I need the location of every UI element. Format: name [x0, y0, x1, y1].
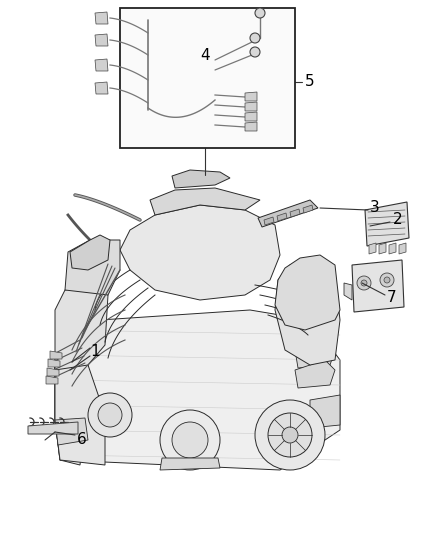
- Bar: [120, 8, 295, 148]
- Polygon shape: [295, 320, 335, 348]
- Polygon shape: [95, 82, 108, 94]
- Polygon shape: [55, 418, 88, 445]
- Circle shape: [88, 393, 132, 437]
- Polygon shape: [55, 285, 108, 370]
- Polygon shape: [55, 310, 340, 470]
- Text: 6: 6: [77, 432, 87, 448]
- Polygon shape: [245, 102, 257, 111]
- Circle shape: [98, 403, 122, 427]
- Text: 3: 3: [370, 200, 380, 215]
- Polygon shape: [365, 202, 409, 246]
- Circle shape: [384, 277, 390, 283]
- Polygon shape: [310, 395, 340, 428]
- Polygon shape: [50, 351, 62, 359]
- Circle shape: [361, 280, 367, 286]
- Circle shape: [380, 273, 394, 287]
- Text: 2: 2: [393, 213, 403, 228]
- Polygon shape: [277, 213, 287, 221]
- Polygon shape: [245, 112, 257, 121]
- Polygon shape: [48, 359, 60, 367]
- Polygon shape: [303, 205, 313, 213]
- Polygon shape: [275, 255, 340, 330]
- Polygon shape: [275, 260, 340, 365]
- Polygon shape: [28, 422, 78, 434]
- Circle shape: [282, 427, 298, 443]
- Circle shape: [268, 413, 312, 457]
- Polygon shape: [295, 360, 335, 388]
- Polygon shape: [47, 368, 59, 376]
- Text: 5: 5: [305, 75, 315, 90]
- Polygon shape: [46, 376, 58, 384]
- Circle shape: [250, 33, 260, 43]
- Polygon shape: [379, 243, 386, 254]
- Polygon shape: [389, 243, 396, 254]
- Polygon shape: [160, 458, 220, 470]
- Polygon shape: [95, 59, 108, 71]
- Polygon shape: [95, 12, 108, 24]
- Polygon shape: [70, 235, 110, 270]
- Polygon shape: [120, 205, 280, 300]
- Polygon shape: [95, 34, 108, 46]
- Circle shape: [172, 422, 208, 458]
- Polygon shape: [65, 240, 120, 295]
- Polygon shape: [245, 92, 257, 101]
- Circle shape: [160, 410, 220, 470]
- Text: 1: 1: [90, 344, 100, 359]
- Polygon shape: [245, 122, 257, 131]
- Polygon shape: [172, 170, 230, 188]
- Text: 7: 7: [387, 290, 397, 305]
- Polygon shape: [264, 217, 274, 225]
- Polygon shape: [295, 340, 335, 368]
- Polygon shape: [295, 300, 335, 328]
- Polygon shape: [55, 360, 105, 465]
- Polygon shape: [150, 188, 260, 215]
- Polygon shape: [369, 243, 376, 254]
- Circle shape: [250, 47, 260, 57]
- Circle shape: [255, 400, 325, 470]
- Polygon shape: [290, 209, 300, 217]
- Polygon shape: [55, 360, 88, 465]
- Circle shape: [357, 276, 371, 290]
- Polygon shape: [344, 283, 352, 300]
- Polygon shape: [352, 260, 404, 312]
- Text: 4: 4: [200, 47, 210, 62]
- Polygon shape: [258, 200, 318, 227]
- Polygon shape: [399, 243, 406, 254]
- Circle shape: [255, 8, 265, 18]
